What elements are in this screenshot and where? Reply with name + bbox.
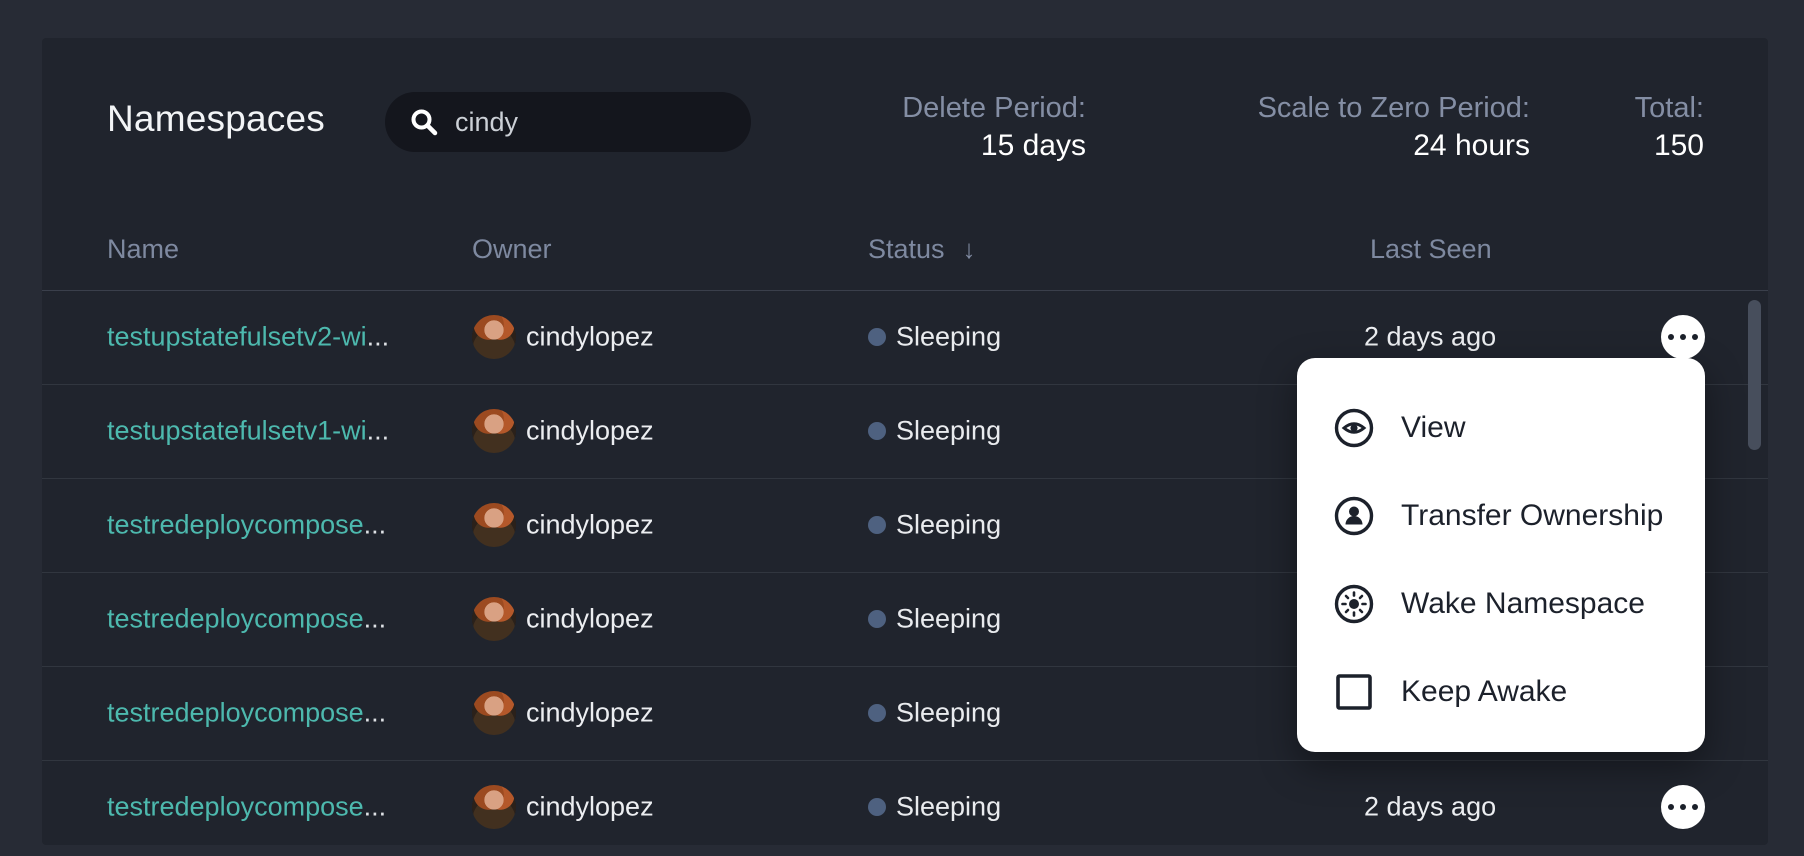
- table-row[interactable]: testredeploycompose... cindylopez Sleepi…: [42, 760, 1768, 845]
- dot-icon: [1668, 804, 1674, 810]
- status-dot: [868, 328, 886, 346]
- table-row[interactable]: testredeploycompose... cindylopez Sleepi…: [42, 572, 1768, 667]
- menu-item-transfer-ownership[interactable]: Transfer Ownership: [1333, 472, 1705, 560]
- dot-icon: [1668, 334, 1674, 340]
- dot-icon: [1680, 334, 1686, 340]
- dot-icon: [1692, 804, 1698, 810]
- stat-total: Total: 150: [1635, 90, 1704, 164]
- owner-name: cindylopez: [526, 321, 654, 352]
- table-row[interactable]: testredeploycompose... cindylopez Sleepi…: [42, 478, 1768, 573]
- last-seen-value: 2 days ago: [1364, 321, 1497, 352]
- column-header-name[interactable]: Name: [107, 234, 180, 264]
- truncation-ellipsis: ...: [366, 415, 390, 446]
- truncation-ellipsis: ...: [366, 321, 390, 352]
- stat-delete-period: Delete Period: 15 days: [902, 90, 1086, 164]
- avatar: [472, 691, 516, 735]
- search-input[interactable]: [455, 106, 727, 138]
- avatar: [472, 503, 516, 547]
- search-icon: [411, 109, 438, 136]
- status-label: Sleeping: [896, 603, 1002, 634]
- search-box[interactable]: [385, 92, 751, 152]
- last-seen-value: 2 days ago: [1364, 791, 1497, 822]
- status-label: Sleeping: [896, 697, 1002, 728]
- row-actions-menu: View Transfer Ownership: [1297, 358, 1705, 752]
- stat-value: 24 hours: [1413, 129, 1530, 162]
- stat-value: 150: [1653, 129, 1704, 162]
- menu-item-view[interactable]: View: [1333, 384, 1705, 472]
- owner-name: cindylopez: [526, 791, 654, 822]
- owner-name: cindylopez: [526, 603, 654, 634]
- status-label: Sleeping: [896, 415, 1002, 446]
- menu-item-label: Wake Namespace: [1401, 587, 1645, 620]
- transfer-ownership-icon: [1333, 495, 1375, 537]
- avatar: [472, 315, 516, 359]
- status-dot: [868, 798, 886, 816]
- keep-awake-checkbox[interactable]: [1333, 671, 1375, 713]
- namespace-link[interactable]: testredeploycompose...: [107, 603, 387, 634]
- table-row[interactable]: testredeploycompose... cindylopez Sleepi…: [42, 666, 1768, 761]
- truncation-ellipsis: ...: [363, 603, 387, 634]
- namespaces-panel: Namespaces Delete Period: 15 days Scale …: [42, 38, 1768, 845]
- view-icon: [1333, 407, 1375, 449]
- namespace-link[interactable]: testupstatefulsetv2-wi...: [107, 321, 390, 352]
- table-header: Name Owner Status ↓ Last Seen: [42, 216, 1768, 291]
- stat-label: Scale to Zero Period:: [1257, 92, 1530, 124]
- dot-icon: [1680, 804, 1686, 810]
- status-dot: [868, 516, 886, 534]
- column-header-status[interactable]: Status ↓: [868, 234, 976, 265]
- status-label: Sleeping: [896, 321, 1002, 352]
- menu-item-keep-awake[interactable]: Keep Awake: [1333, 648, 1705, 736]
- namespace-link[interactable]: testredeploycompose...: [107, 697, 387, 728]
- status-dot: [868, 704, 886, 722]
- stat-label: Delete Period:: [902, 92, 1086, 124]
- truncation-ellipsis: ...: [363, 791, 387, 822]
- namespace-link[interactable]: testredeploycompose...: [107, 791, 387, 822]
- owner-name: cindylopez: [526, 697, 654, 728]
- menu-item-label: View: [1401, 411, 1466, 444]
- stat-label: Total:: [1634, 92, 1704, 124]
- table-row[interactable]: testupstatefulsetv2-wi... cindylopez Sle…: [42, 290, 1768, 385]
- sort-descending-icon: ↓: [962, 234, 976, 264]
- status-dot: [868, 422, 886, 440]
- column-header-owner[interactable]: Owner: [472, 234, 552, 264]
- truncation-ellipsis: ...: [363, 697, 387, 728]
- wake-namespace-icon: [1333, 583, 1375, 625]
- owner-name: cindylopez: [526, 415, 654, 446]
- avatar: [472, 785, 516, 829]
- column-header-last-seen[interactable]: Last Seen: [1370, 234, 1492, 264]
- column-header-status-label: Status: [868, 234, 945, 264]
- status-label: Sleeping: [896, 791, 1002, 822]
- status-dot: [868, 610, 886, 628]
- namespace-link[interactable]: testupstatefulsetv1-wi...: [107, 415, 390, 446]
- stat-scale-to-zero: Scale to Zero Period: 24 hours: [1258, 90, 1530, 164]
- stat-value: 15 days: [980, 129, 1086, 162]
- avatar: [472, 597, 516, 641]
- menu-item-label: Transfer Ownership: [1401, 499, 1664, 532]
- namespace-link[interactable]: testredeploycompose...: [107, 509, 387, 540]
- vertical-scrollbar-thumb[interactable]: [1748, 300, 1761, 450]
- row-actions-button[interactable]: [1661, 315, 1705, 359]
- dot-icon: [1692, 334, 1698, 340]
- status-label: Sleeping: [896, 509, 1002, 540]
- table-row[interactable]: testupstatefulsetv1-wi... cindylopez Sle…: [42, 384, 1768, 479]
- owner-name: cindylopez: [526, 509, 654, 540]
- menu-item-label: Keep Awake: [1401, 675, 1568, 708]
- avatar: [472, 409, 516, 453]
- page-title: Namespaces: [107, 98, 325, 139]
- truncation-ellipsis: ...: [363, 509, 387, 540]
- menu-item-wake-namespace[interactable]: Wake Namespace: [1333, 560, 1705, 648]
- row-actions-button[interactable]: [1661, 785, 1705, 829]
